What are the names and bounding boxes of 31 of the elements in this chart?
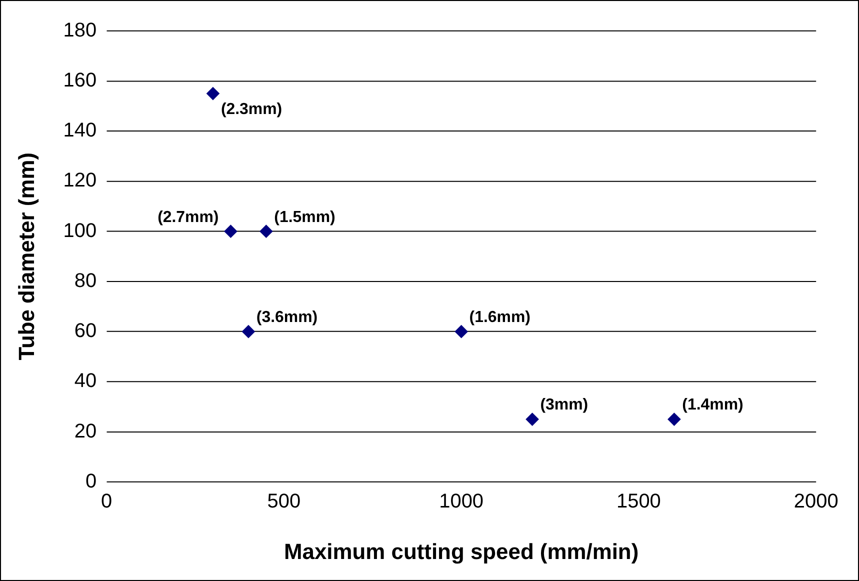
x-axis-title: Maximum cutting speed (mm/min) <box>284 538 639 564</box>
point <box>526 412 539 426</box>
annotation: (2.7mm) <box>158 208 219 226</box>
y-tick-label: 180 <box>63 19 97 42</box>
x-tick-label: 0 <box>100 490 112 512</box>
y-tick-label: 120 <box>63 170 97 192</box>
y-axis-title: Tube diameter (mm) <box>14 152 40 360</box>
annotation: (3mm) <box>540 396 588 414</box>
point <box>668 412 681 426</box>
x-tick-label: 2000 <box>794 490 838 512</box>
y-tick-label: 60 <box>74 320 97 342</box>
y-tick-label: 140 <box>63 120 97 142</box>
x-tick-label: 500 <box>267 490 301 512</box>
point <box>242 325 255 338</box>
y-tick-label: 20 <box>74 420 97 442</box>
point <box>260 224 273 238</box>
annotation: (3.6mm) <box>256 309 318 326</box>
annotation: (2.3mm) <box>220 100 282 118</box>
annotation: (1.4mm) <box>682 396 744 414</box>
point <box>454 325 468 338</box>
y-tick-label: 0 <box>85 470 97 492</box>
annotation: (1.5mm) <box>274 208 336 226</box>
point <box>206 87 220 100</box>
y-tick-label: 40 <box>74 370 97 392</box>
x-tick-label: 1000 <box>439 490 484 512</box>
point <box>224 224 238 238</box>
y-tick-label: 80 <box>74 270 97 292</box>
y-tick-label: 100 <box>63 220 97 242</box>
y-tick-label: 160 <box>63 70 97 92</box>
x-tick-label: 1500 <box>616 490 661 512</box>
annotation: (1.6mm) <box>469 309 530 326</box>
